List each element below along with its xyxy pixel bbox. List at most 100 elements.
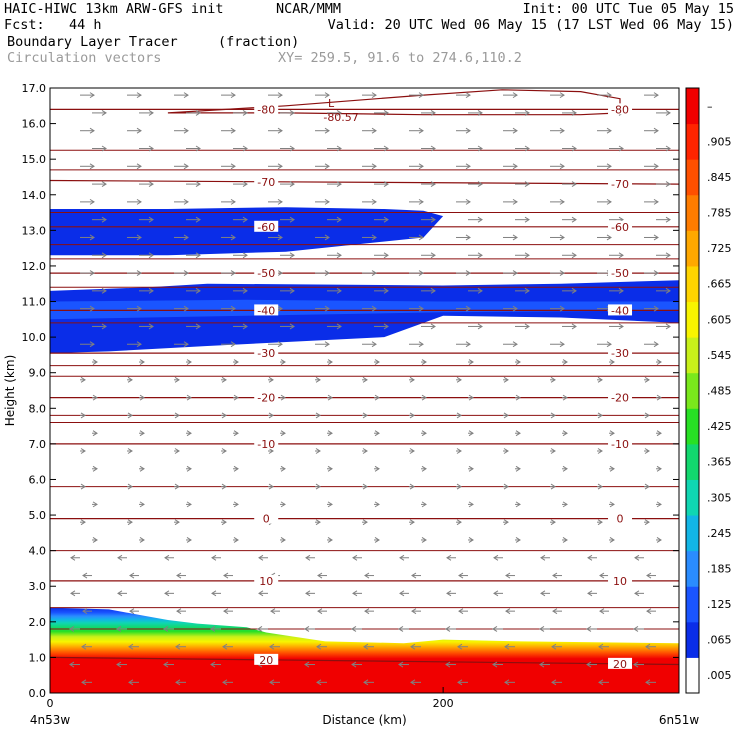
vector-arrowhead [562, 537, 568, 543]
vector-arrowhead [230, 341, 236, 348]
vector-arrowhead [148, 216, 154, 223]
vector-arrowhead [268, 448, 274, 454]
colorbar-swatch [686, 123, 699, 160]
vector-arrowhead [363, 679, 369, 686]
vector-arrowhead [305, 590, 311, 597]
vector-arrowhead [89, 341, 95, 348]
vector-arrowhead [116, 661, 122, 668]
colorbar-swatch [686, 230, 699, 267]
vector-arrowhead [69, 626, 75, 632]
vector-arrowhead [512, 127, 518, 134]
contour-label-bg [608, 574, 633, 586]
vector-arrowhead [269, 679, 275, 686]
vector-arrowhead [195, 109, 201, 116]
contour-label-right: -70 [611, 178, 629, 191]
vector-arrowhead [430, 109, 436, 116]
vector-arrowhead [362, 412, 368, 419]
colorbar-label: .845 [707, 171, 732, 184]
vector-arrowhead [539, 626, 545, 632]
vector-arrowhead [101, 287, 107, 294]
vector-arrowhead [383, 216, 389, 223]
vector-arrowhead [136, 305, 142, 312]
vector-arrowhead [371, 127, 377, 134]
contour-label-bg [254, 391, 279, 403]
colorbar-label: .725 [707, 242, 732, 255]
contour-label-left: -70 [257, 176, 275, 189]
colorbar-label: .665 [707, 278, 732, 291]
vector-arrowhead [210, 661, 216, 668]
vector-arrowhead [418, 127, 424, 134]
colorbar-label: .425 [707, 420, 732, 433]
vector-arrowhead [289, 216, 295, 223]
vector-arrowhead [653, 163, 659, 170]
vector-arrowhead [383, 287, 389, 294]
vector-arrowhead [571, 145, 577, 152]
vector-arrowhead [80, 519, 86, 526]
vector-arrowhead [317, 608, 323, 615]
vector-arrowhead [175, 643, 181, 650]
vector-arrowhead [89, 127, 95, 134]
vector-arrowhead [364, 608, 370, 615]
vector-arrowhead [336, 323, 342, 330]
y-tick-label: 1.0 [29, 651, 47, 664]
colorbar-swatch [686, 550, 699, 587]
contour-label-right: -60 [611, 221, 629, 234]
vector-arrowhead [230, 270, 236, 276]
vector-arrowhead [230, 127, 236, 134]
vector-arrowhead [653, 305, 659, 312]
vector-arrowhead [364, 572, 370, 579]
colorbar-swatch [686, 159, 699, 196]
minimum-temperature-contour [167, 89, 621, 116]
x-axis-left-end: 4n53w [30, 713, 71, 727]
y-tick-label: 11.0 [22, 296, 47, 309]
colorbar-label: .005 [707, 669, 732, 682]
vector-arrowhead [598, 643, 604, 650]
vector-arrowhead [633, 626, 639, 632]
vector-arrowhead [362, 519, 368, 526]
vector-arrowhead [186, 465, 192, 472]
vector-arrowhead [336, 287, 342, 294]
vector-arrowhead [324, 270, 330, 276]
vector-arrowhead [571, 216, 577, 223]
y-tick-label: 15.0 [22, 153, 47, 166]
center-label: NCAR/MMM [276, 1, 342, 17]
vector-arrowhead [222, 679, 228, 686]
vector-arrowhead [559, 92, 565, 99]
vector-arrowhead [597, 483, 603, 490]
vector-arrowhead [92, 501, 98, 508]
vector-arrowhead [89, 163, 95, 170]
y-tick-label: 5.0 [29, 509, 47, 522]
vector-arrowhead [571, 109, 577, 116]
vector-arrowhead [409, 412, 415, 419]
contour-label-bg [254, 347, 279, 359]
vector-arrowhead [653, 198, 659, 205]
vector-arrowhead [599, 608, 605, 615]
vector-arrowhead [445, 626, 451, 632]
vector-arrowhead [324, 341, 330, 348]
vector-arrowhead [362, 376, 368, 383]
vector-arrowhead [512, 92, 518, 99]
contour-label-bg [608, 391, 633, 403]
vector-arrowhead [524, 181, 530, 188]
vector-arrowhead [503, 412, 509, 419]
colorbar-swatch [686, 337, 699, 374]
vector-arrowhead [128, 679, 134, 686]
vector-arrowhead [559, 270, 565, 276]
colorbar-swatch [686, 194, 699, 231]
colorbar-label: .305 [707, 491, 732, 504]
vector-arrowhead [148, 252, 154, 259]
vector-arrowhead [374, 359, 380, 365]
contour-label-bg [254, 512, 279, 524]
vector-arrowhead [315, 448, 321, 454]
vector-arrowhead [606, 234, 612, 241]
vector-arrowhead [371, 163, 377, 170]
vector-arrowhead [230, 163, 236, 170]
contour-label-bg [608, 177, 633, 189]
vector-arrowhead [136, 341, 142, 348]
vector-arrowhead [665, 145, 671, 152]
vector-arrowhead [418, 305, 424, 312]
vector-arrowhead [230, 305, 236, 312]
vector-arrowhead [351, 661, 357, 668]
field-vectors-label: Circulation vectors [7, 50, 162, 66]
vector-arrowhead [665, 323, 671, 330]
